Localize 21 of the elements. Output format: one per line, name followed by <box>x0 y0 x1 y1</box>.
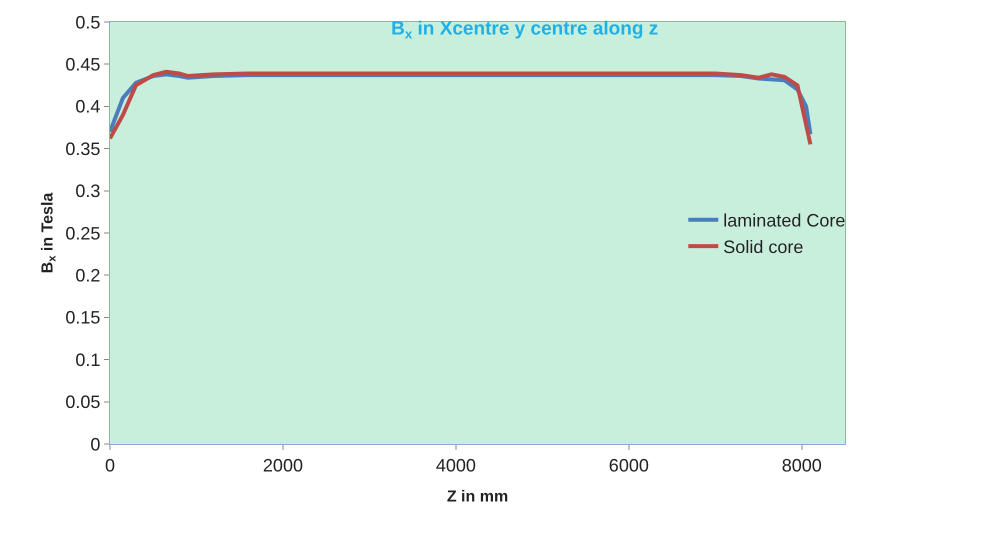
line-series <box>110 70 812 146</box>
y-tick-label: 0.2 <box>75 266 100 286</box>
x-axis-title: Z in mm <box>446 488 508 506</box>
x-tick-label: 6000 <box>608 456 649 476</box>
x-tick-label: 2000 <box>262 456 303 476</box>
legend-label: Solid core <box>723 237 804 258</box>
y-tick-label: 0.45 <box>65 54 100 74</box>
y-tick-label: 0.4 <box>75 96 100 117</box>
y-tick-label: 0.5 <box>75 12 100 32</box>
x-tick-label: 0 <box>104 456 116 476</box>
y-tick-label: 0.15 <box>65 308 100 328</box>
x-tick-label: 8000 <box>782 456 822 476</box>
x-tick-label: 4000 <box>436 456 476 476</box>
y-tick-label: 0.1 <box>75 350 100 370</box>
y-tick-label: 0 <box>90 434 100 454</box>
y-tick-label: 0.05 <box>65 392 100 412</box>
y-tick-label: 0.25 <box>65 223 100 244</box>
y-tick-label: 0.35 <box>65 138 100 159</box>
y-tick-label: 0.3 <box>75 181 100 202</box>
legend-label: laminated Core <box>723 210 846 231</box>
chart-title: B$_{x}$ in Xcentre y centre along z <box>391 18 658 42</box>
